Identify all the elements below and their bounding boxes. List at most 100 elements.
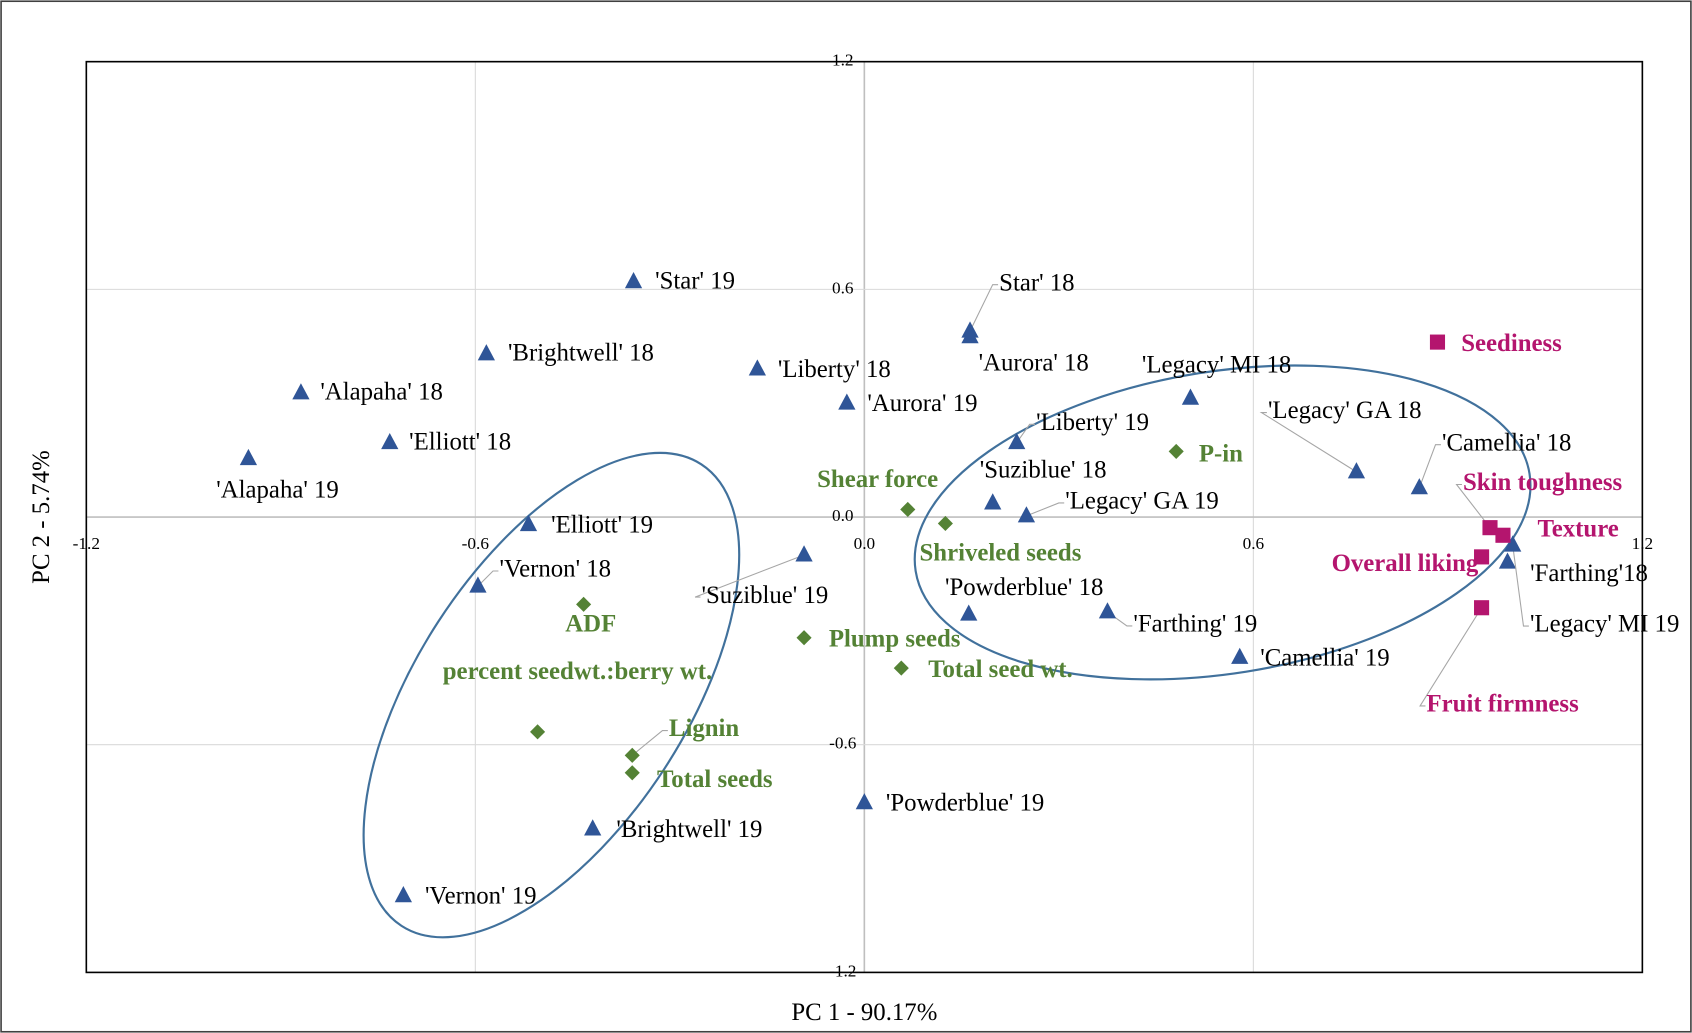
- group-ellipse: [913, 364, 1532, 681]
- point-label: Shear force: [817, 466, 938, 493]
- point-label: 'Farthing'18: [1530, 560, 1648, 587]
- point-label: 'Legacy' MI 19: [1530, 611, 1679, 638]
- point: [1495, 527, 1511, 543]
- point-label: 'Vernon' 19: [425, 883, 537, 910]
- point: [469, 576, 487, 593]
- point: [530, 724, 546, 740]
- point: [1504, 535, 1522, 552]
- point: [624, 272, 643, 289]
- point: [584, 819, 602, 836]
- point: [1231, 647, 1249, 664]
- point: [855, 793, 873, 810]
- point-label: 'Alapaha' 19: [216, 477, 339, 504]
- point-label: Overall liking: [1332, 550, 1479, 577]
- y-tick-label: 1.2: [832, 51, 854, 70]
- leader-line: [1455, 483, 1491, 528]
- point: [1347, 462, 1366, 479]
- point-label: Fruit firmness: [1427, 691, 1580, 718]
- leader-line: [1419, 607, 1483, 707]
- leader-line: [1016, 423, 1036, 443]
- x-axis-label: PC 1 - 90.17%: [791, 999, 937, 1026]
- point: [1098, 602, 1117, 619]
- point-label: 'Legacy' MI 18: [1142, 352, 1291, 379]
- point-label: 'Legacy' GA 18: [1268, 397, 1422, 424]
- point-label: Skin toughness: [1463, 469, 1623, 496]
- point-label: 'Alapaha' 18: [320, 379, 443, 406]
- point-label: ADF: [565, 611, 616, 638]
- point-label: 'Camellia' 19: [1260, 644, 1389, 671]
- point-label: 'Farthing' 19: [1133, 611, 1257, 638]
- point: [961, 327, 979, 344]
- point-label: 'Suziblue' 19: [702, 582, 829, 609]
- point: [576, 596, 592, 612]
- leader-line: [1026, 502, 1065, 517]
- x-tick-label: 0.6: [1243, 534, 1265, 553]
- point-label: 'Camellia' 18: [1442, 429, 1571, 456]
- point-label: Shriveled seeds: [919, 539, 1081, 566]
- leader-line: [1418, 444, 1441, 489]
- y-tick-label: 0.0: [832, 506, 854, 525]
- point-label: 'Elliott' 19: [551, 511, 653, 538]
- point-label: 'Brightwell' 19: [616, 816, 762, 843]
- point: [795, 545, 813, 562]
- point-label: Texture: [1537, 516, 1618, 543]
- plot-area: [85, 60, 1644, 974]
- point-label: 'Suziblue' 18: [980, 456, 1107, 483]
- point: [1181, 388, 1200, 405]
- point: [838, 393, 856, 410]
- y-tick-label: 0.6: [832, 278, 854, 297]
- point-label: 'Aurora' 19: [867, 390, 977, 417]
- point-label: 'Powderblue' 18: [945, 574, 1103, 601]
- point-label: 'Vernon' 18: [500, 556, 612, 583]
- point: [239, 448, 258, 466]
- point: [624, 747, 640, 763]
- group-ellipse: [362, 451, 741, 939]
- point-label: Star' 18: [999, 269, 1074, 296]
- point-label: 'Elliott' 18: [409, 428, 511, 455]
- point: [1168, 443, 1184, 459]
- point: [1429, 334, 1446, 350]
- point: [1498, 552, 1517, 569]
- y-axis-label: PC 2 - 5.74%: [28, 450, 55, 584]
- point-label: percent seedwt.:berry wt.: [443, 658, 712, 685]
- point: [381, 432, 399, 450]
- point: [900, 501, 916, 518]
- leader-line: [477, 570, 499, 587]
- point: [1474, 600, 1490, 616]
- point-label: 'Liberty' 19: [1036, 409, 1149, 436]
- leader-line: [694, 554, 805, 598]
- x-tick-label: -1.2: [73, 534, 100, 553]
- point: [960, 604, 978, 621]
- point-label: Lignin: [669, 715, 740, 742]
- point-label: Plump seeds: [829, 626, 961, 653]
- x-tick-label: -0.6: [462, 534, 490, 553]
- x-tick-label: 1.2: [1632, 534, 1654, 553]
- point-label: 'Aurora' 18: [979, 350, 1089, 377]
- point: [893, 660, 909, 676]
- point: [519, 514, 538, 532]
- point: [394, 886, 413, 903]
- point: [1482, 520, 1498, 536]
- point: [292, 383, 310, 400]
- point: [796, 630, 812, 646]
- leader-line: [631, 729, 668, 756]
- leader-line: [1259, 411, 1357, 473]
- leader-line: [969, 284, 999, 332]
- point-label: 'Brightwell' 18: [508, 340, 654, 367]
- point-label: Total seeds: [657, 766, 773, 793]
- leader-line: [1512, 545, 1529, 627]
- point-label: P-in: [1199, 440, 1243, 467]
- point: [984, 493, 1002, 510]
- point: [624, 765, 640, 781]
- grid: [85, 61, 1643, 973]
- point-label: 'Liberty' 18: [778, 356, 891, 383]
- point-label: 'Powderblue' 19: [886, 790, 1044, 817]
- x-tick-label: 0.0: [854, 534, 876, 553]
- point: [748, 359, 766, 376]
- point: [937, 515, 953, 532]
- point: [1474, 549, 1490, 565]
- point: [1017, 506, 1036, 523]
- point-label: Seediness: [1461, 330, 1562, 357]
